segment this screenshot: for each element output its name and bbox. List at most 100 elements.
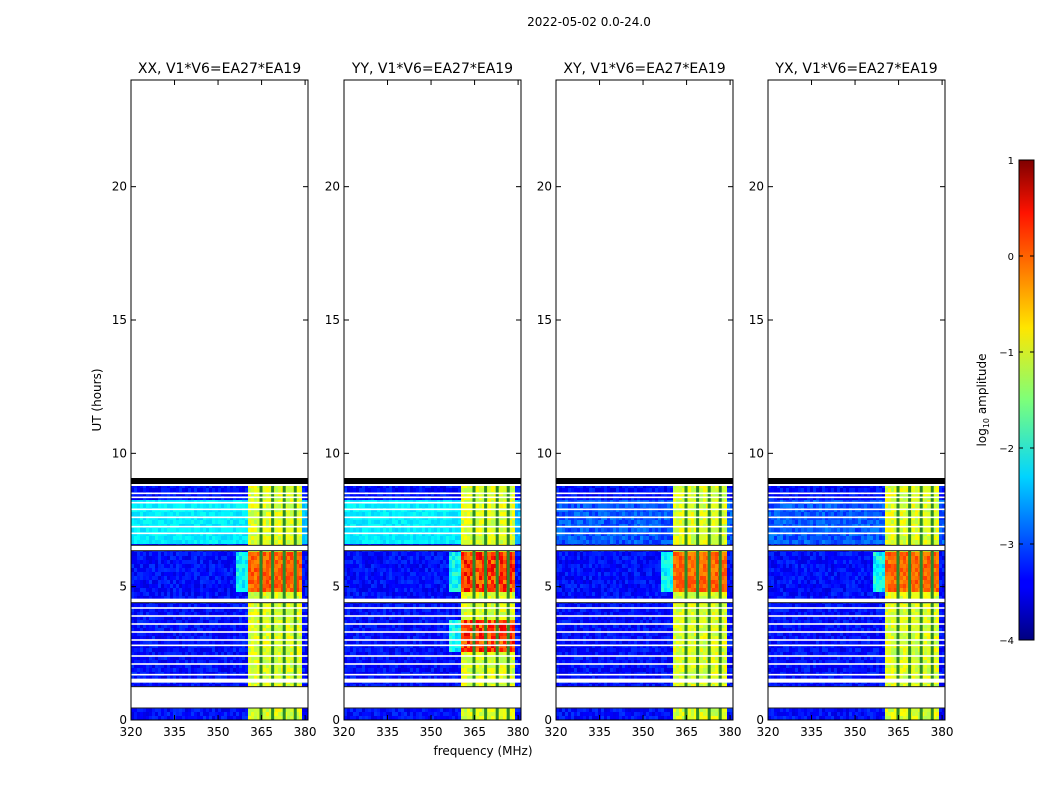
- colorbar-tick-label: −4: [999, 636, 1014, 647]
- y-axis-label: UT (hours): [90, 368, 104, 431]
- flag-line: [344, 533, 521, 535]
- flag-line: [768, 674, 945, 676]
- flag-line: [556, 631, 733, 633]
- y-tick-label: 15: [537, 313, 552, 327]
- flag-band: [344, 687, 521, 708]
- flag-line: [131, 663, 308, 665]
- x-tick-label: 350: [632, 725, 655, 739]
- y-tick-label: 15: [325, 313, 340, 327]
- flag-line: [344, 631, 521, 633]
- colorbar-tick-label: −3: [999, 540, 1014, 551]
- flag-band: [768, 599, 945, 603]
- x-tick-label: 320: [545, 725, 568, 739]
- flag-line: [768, 493, 945, 495]
- flag-line: [131, 639, 308, 641]
- y-tick-label: 5: [756, 580, 764, 594]
- x-tick-label: 380: [294, 725, 317, 739]
- flag-line: [556, 502, 733, 504]
- band-edge-line: [344, 602, 521, 603]
- flag-line: [131, 533, 308, 535]
- colorbar-tick-label: −2: [999, 444, 1014, 455]
- flag-line: [131, 623, 308, 625]
- panel-title: YY, V1*V6=EA27*EA19: [351, 61, 513, 77]
- flag-line: [131, 502, 308, 504]
- y-tick-label: 15: [112, 313, 127, 327]
- flag-line: [131, 517, 308, 519]
- flag-line: [768, 639, 945, 641]
- data-end-gap: [768, 484, 945, 486]
- flag-band: [768, 679, 945, 683]
- band-edge-line: [556, 686, 733, 687]
- colorbar-tick-label: 1: [1008, 156, 1014, 167]
- flag-line: [344, 509, 521, 511]
- flag-line: [131, 645, 308, 647]
- flag-band: [556, 545, 733, 550]
- y-tick-label: 10: [749, 446, 764, 460]
- colorbar-gradient: [1019, 160, 1034, 640]
- flag-line: [556, 663, 733, 665]
- panel-title: YX, V1*V6=EA27*EA19: [774, 61, 937, 77]
- flag-line: [344, 615, 521, 617]
- x-tick-label: 350: [420, 725, 443, 739]
- flag-band: [131, 679, 308, 683]
- flag-line: [556, 497, 733, 499]
- flag-line: [768, 631, 945, 633]
- x-tick-label: 380: [719, 725, 742, 739]
- x-tick-label: 335: [376, 725, 399, 739]
- band-edge-line: [344, 686, 521, 687]
- data-end-strip: [344, 478, 521, 484]
- flag-line: [556, 517, 733, 519]
- flag-band: [131, 687, 308, 708]
- flag-band: [556, 599, 733, 603]
- flag-line: [131, 655, 308, 657]
- flag-line: [768, 607, 945, 609]
- x-tick-label: 365: [675, 725, 698, 739]
- y-tick-label: 0: [544, 713, 552, 727]
- flag-line: [131, 509, 308, 511]
- x-tick-label: 335: [800, 725, 823, 739]
- flag-line: [768, 517, 945, 519]
- flag-line: [556, 674, 733, 676]
- y-tick-label: 0: [332, 713, 340, 727]
- data-end-gap: [131, 484, 308, 486]
- colorbar-tick-label: −1: [999, 348, 1014, 359]
- flag-line: [344, 517, 521, 519]
- x-tick-label: 380: [931, 725, 954, 739]
- y-tick-label: 20: [325, 180, 340, 194]
- flag-line: [131, 526, 308, 528]
- flag-line: [768, 502, 945, 504]
- flag-band: [768, 545, 945, 550]
- y-tick-label: 5: [119, 580, 127, 594]
- flag-line: [768, 526, 945, 528]
- band-edge-line: [131, 708, 308, 709]
- y-tick-label: 20: [537, 180, 552, 194]
- band-edge-line: [768, 545, 945, 546]
- flag-line: [556, 639, 733, 641]
- x-tick-label: 320: [757, 725, 780, 739]
- panel-title: XX, V1*V6=EA27*EA19: [138, 61, 301, 77]
- flag-line: [768, 533, 945, 535]
- band-edge-line: [344, 550, 521, 551]
- x-tick-label: 335: [588, 725, 611, 739]
- flag-line: [556, 615, 733, 617]
- band-edge-line: [556, 545, 733, 546]
- band-edge-line: [556, 602, 733, 603]
- band-edge-line: [131, 550, 308, 551]
- y-tick-label: 5: [544, 580, 552, 594]
- data-end-strip: [556, 478, 733, 484]
- flag-line: [344, 493, 521, 495]
- data-end-strip: [131, 478, 308, 484]
- flag-line: [556, 533, 733, 535]
- flag-line: [768, 655, 945, 657]
- flag-band: [344, 545, 521, 550]
- x-tick-label: 320: [120, 725, 143, 739]
- flag-line: [344, 639, 521, 641]
- band-edge-line: [131, 545, 308, 546]
- flag-line: [768, 645, 945, 647]
- flag-line: [768, 663, 945, 665]
